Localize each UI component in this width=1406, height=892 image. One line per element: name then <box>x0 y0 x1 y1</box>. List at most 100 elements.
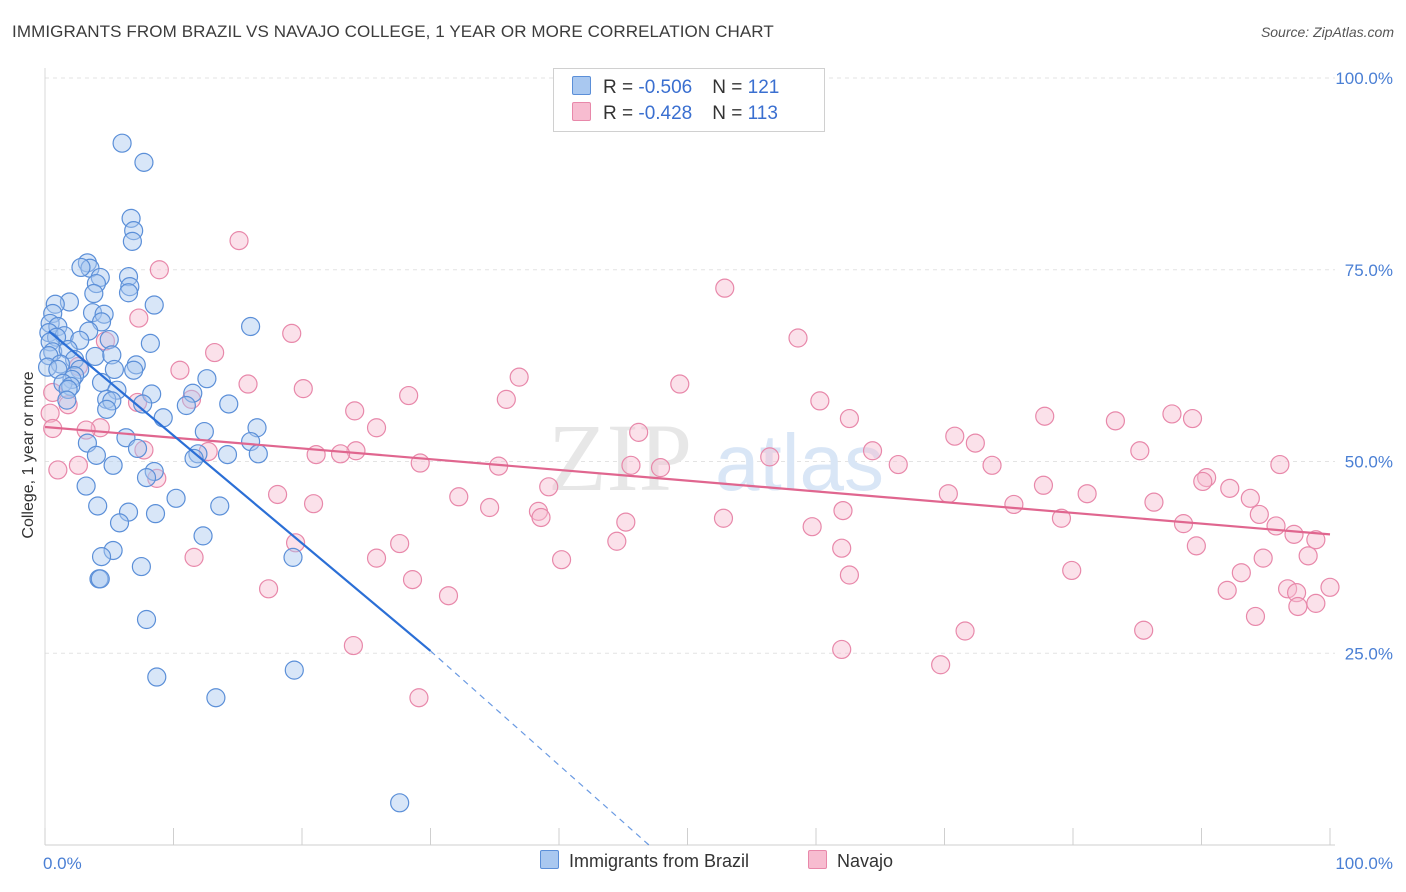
brazil-regression-line <box>48 330 432 652</box>
brazil-point <box>140 333 160 353</box>
legend: R = -0.506 N = 121 R = -0.428 N = 113 <box>553 68 825 132</box>
brazil-point <box>145 504 166 524</box>
navajo-point <box>1298 546 1318 566</box>
navajo-point <box>238 374 258 394</box>
navajo-point <box>229 231 249 251</box>
navajo-point <box>438 586 459 606</box>
navajo-point <box>616 512 636 532</box>
watermark-atlas: atlas <box>715 418 884 507</box>
brazil-point <box>90 569 110 589</box>
navajo-point <box>40 403 60 423</box>
navajo-point <box>788 328 808 348</box>
brazil-point <box>88 496 108 516</box>
brazil-point <box>103 540 123 561</box>
brazil-point <box>86 445 107 465</box>
navajo-point <box>931 655 951 675</box>
regression-lines <box>44 330 1331 846</box>
navajo-point <box>1306 530 1326 550</box>
brazil-regression-extension <box>430 650 650 846</box>
navajo-point <box>330 444 351 464</box>
brazil-point <box>121 208 141 228</box>
brazil-point <box>241 431 261 452</box>
brazil-point <box>136 609 157 630</box>
brazil-point <box>248 444 268 464</box>
navajo-point <box>1134 620 1154 640</box>
brazil-point <box>120 277 140 297</box>
legend-r-value-brazil: -0.506 <box>638 77 693 98</box>
bottom-legend-label-brazil: Immigrants from Brazil <box>569 851 750 871</box>
navajo-point <box>832 538 852 558</box>
brazil-point <box>144 295 164 315</box>
navajo-point <box>68 455 89 475</box>
brazil-point <box>193 526 213 546</box>
bottom-legend-swatch-brazil <box>540 850 559 869</box>
navajo-point <box>1004 494 1024 515</box>
legend-n-label: N = <box>712 103 748 124</box>
navajo-point <box>938 484 958 504</box>
navajo-point <box>1245 606 1266 627</box>
navajo-point <box>345 401 365 421</box>
navajo-point <box>409 688 429 708</box>
navajo-point <box>129 308 149 328</box>
brazil-point <box>210 496 230 516</box>
brazil-point <box>43 342 63 362</box>
navajo-point <box>390 533 410 554</box>
brazil-point <box>124 360 144 380</box>
navajo-point <box>1231 563 1251 583</box>
brazil-point <box>194 421 214 442</box>
navajo-point <box>258 579 279 599</box>
chart-title: IMMIGRANTS FROM BRAZIL VS NAVAJO COLLEGE… <box>12 22 774 41</box>
brazil-point <box>84 283 104 304</box>
brazil-point <box>118 267 139 287</box>
navajo-point <box>1182 408 1203 429</box>
legend-r-label: R = <box>603 77 639 98</box>
brazil-point <box>144 461 164 482</box>
legend-row-navajo: R = -0.428 N = 113 <box>572 102 778 126</box>
navajo-point <box>1197 468 1217 488</box>
navajo-point <box>134 440 154 460</box>
navajo-point <box>802 517 822 537</box>
x-tick-label-max: 100.0% <box>1335 854 1393 873</box>
navajo-point <box>1033 475 1054 495</box>
brazil-point <box>390 793 410 813</box>
navajo-point <box>1144 492 1164 512</box>
navajo-point <box>366 548 387 568</box>
legend-r-value-navajo: -0.428 <box>638 103 693 124</box>
navajo-point <box>149 260 169 280</box>
brazil-point <box>197 369 217 389</box>
navajo-point <box>1130 441 1150 461</box>
navajo-point <box>650 458 671 478</box>
navajo-points <box>40 231 1340 708</box>
navajo-point <box>539 477 559 497</box>
navajo-point <box>449 487 469 507</box>
navajo-point <box>1077 484 1097 504</box>
brazil-point <box>57 390 77 410</box>
brazil-point <box>284 660 304 680</box>
navajo-point <box>1240 488 1260 508</box>
navajo-point <box>621 455 641 475</box>
bottom-legend-brazil[interactable]: Immigrants from Brazil <box>540 850 749 872</box>
brazil-point <box>122 231 142 251</box>
brazil-point <box>184 448 204 469</box>
brazil-point <box>104 359 124 380</box>
grid-lines <box>45 77 1335 654</box>
navajo-regression-line <box>44 425 1331 536</box>
brazil-point <box>134 152 154 172</box>
brazil-point <box>118 283 139 303</box>
navajo-point <box>713 508 734 528</box>
navajo-point <box>509 367 529 387</box>
navajo-point <box>1306 593 1326 613</box>
navajo-point <box>181 389 202 409</box>
navajo-point <box>531 507 551 528</box>
navajo-point <box>670 374 690 394</box>
bottom-legend-navajo[interactable]: Navajo <box>808 850 893 872</box>
brazil-point <box>109 513 130 533</box>
navajo-point <box>715 278 735 298</box>
navajo-point <box>839 565 860 585</box>
navajo-point <box>1286 583 1307 603</box>
x-tick-label-min: 0.0% <box>43 854 82 873</box>
navajo-point <box>760 447 780 467</box>
navajo-point <box>1217 580 1237 600</box>
brazil-point <box>97 399 117 419</box>
navajo-point <box>346 441 366 461</box>
